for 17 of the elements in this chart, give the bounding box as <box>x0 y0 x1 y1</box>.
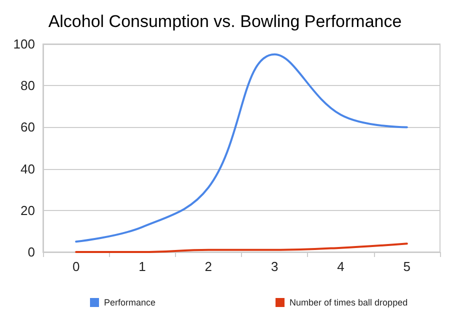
y-tick-label: 0 <box>28 244 35 260</box>
legend-label: Number of times ball dropped <box>290 298 408 308</box>
y-tick-label: 40 <box>20 161 35 176</box>
y-tick-label: 60 <box>20 120 35 135</box>
y-tick-label: 80 <box>20 78 35 94</box>
x-tick-label: 5 <box>403 259 411 274</box>
x-tick-label: 0 <box>72 259 80 274</box>
chart-title: Alcohol Consumption vs. Bowling Performance <box>48 12 402 31</box>
x-tick-label: 2 <box>204 259 212 274</box>
x-tick-label: 4 <box>337 259 344 274</box>
y-tick-label: 20 <box>20 202 35 218</box>
y-tick-label: 100 <box>13 36 35 52</box>
x-tick-label: 1 <box>138 259 146 274</box>
legend-label: Performance <box>104 298 156 308</box>
x-tick-label: 3 <box>270 259 278 274</box>
line-series <box>75 242 408 253</box>
line-series <box>75 53 408 243</box>
